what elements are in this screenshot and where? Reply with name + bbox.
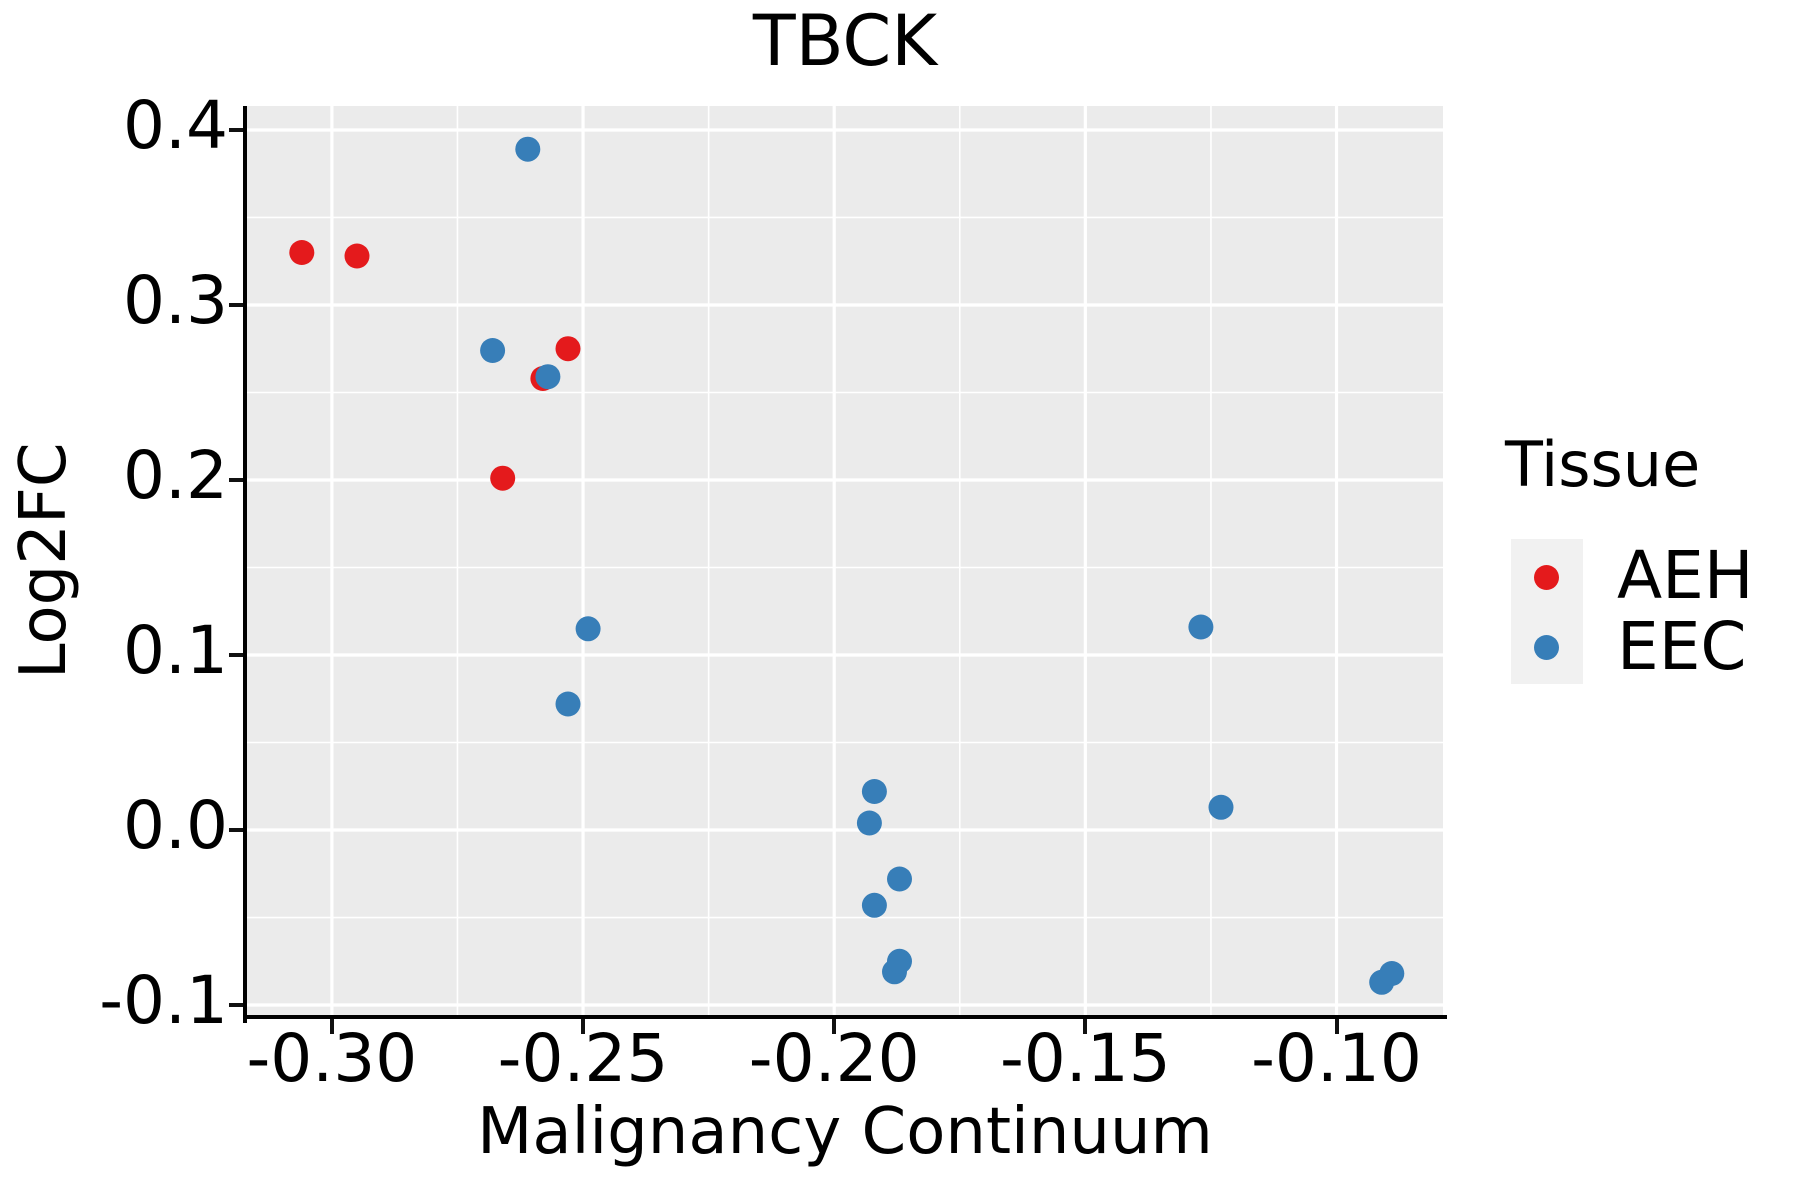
x-axis-title: Malignancy Continuum: [477, 1095, 1213, 1169]
y-tick-mark: [229, 828, 243, 832]
x-tick-label: -0.10: [1251, 1020, 1422, 1097]
y-tick-label: 0.3: [123, 261, 228, 339]
x-tick-label: -0.20: [748, 1020, 920, 1097]
x-tick-mark: [329, 1019, 334, 1034]
data-point-aeh: [490, 465, 516, 491]
data-point-eec: [515, 136, 541, 162]
x-axis-line: [243, 1015, 1447, 1019]
data-point-eec: [1379, 961, 1405, 986]
y-tick-mark: [229, 653, 243, 657]
data-point-eec: [861, 779, 887, 804]
data-point-eec: [480, 338, 506, 363]
x-tick-mark: [1083, 1019, 1088, 1034]
data-point-eec: [555, 691, 581, 717]
x-tick-label: -0.30: [246, 1020, 418, 1097]
data-point-aeh: [344, 243, 370, 269]
data-point-eec: [856, 810, 882, 836]
legend-dot-eec-icon: [1534, 635, 1559, 660]
y-tick-mark: [229, 127, 243, 132]
y-tick-mark: [229, 1003, 243, 1008]
y-tick-label: 0.4: [123, 86, 228, 164]
data-point-eec: [1208, 794, 1234, 820]
scatter-svg: [247, 106, 1443, 1015]
legend-label-eec: EEC: [1617, 608, 1747, 685]
x-tick-label: -0.15: [999, 1020, 1171, 1097]
y-tick-mark: [229, 477, 243, 482]
x-tick-mark: [1334, 1019, 1339, 1034]
legend-title: Tissue: [1505, 428, 1701, 501]
y-tick-label: 0.0: [123, 787, 228, 864]
x-tick-mark: [832, 1019, 837, 1034]
data-point-eec: [575, 616, 601, 642]
plot-panel: [247, 106, 1443, 1015]
data-point-eec: [887, 866, 912, 892]
y-tick-label: 0.2: [123, 436, 228, 514]
data-point-eec: [1188, 614, 1214, 640]
plot-title: TBCK: [752, 0, 938, 82]
legend-label-aeh: AEH: [1617, 537, 1754, 614]
data-point-eec: [535, 364, 561, 390]
data-point-aeh: [289, 240, 315, 265]
y-tick-label: 0.1: [123, 612, 228, 689]
y-axis-title: Log2FC: [7, 442, 81, 679]
legend-dot-aeh-icon: [1534, 565, 1559, 590]
y-axis-line: [243, 106, 247, 1023]
x-tick-mark: [581, 1019, 586, 1034]
y-tick-mark: [229, 302, 243, 307]
x-tick-label: -0.25: [497, 1020, 669, 1097]
y-tick-label: -0.1: [99, 962, 228, 1040]
data-point-eec: [887, 948, 912, 974]
data-point-eec: [861, 892, 887, 918]
data-point-aeh: [555, 336, 581, 362]
